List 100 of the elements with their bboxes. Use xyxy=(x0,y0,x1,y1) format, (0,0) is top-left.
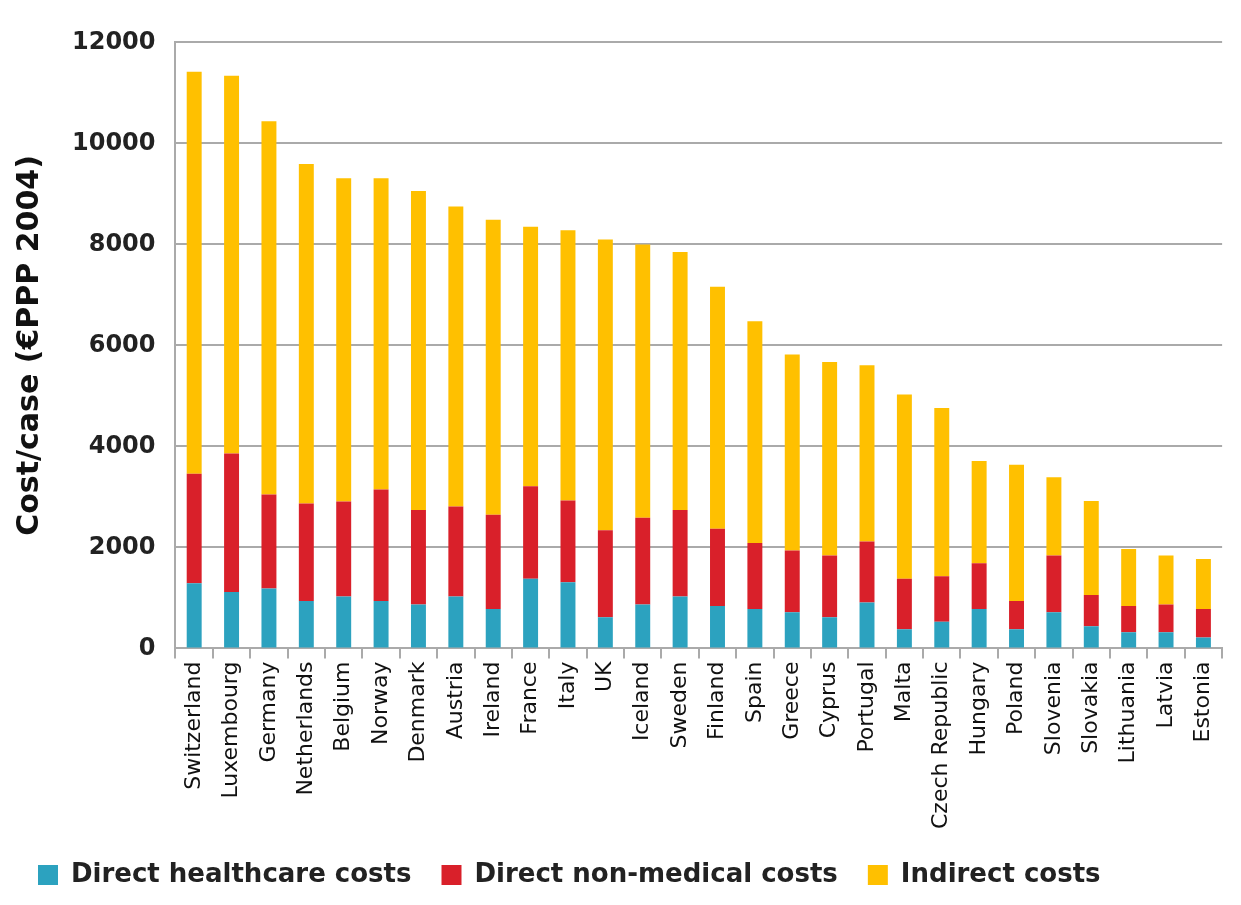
bar xyxy=(298,503,314,602)
x-tick-label: Greece xyxy=(777,661,803,740)
bar xyxy=(336,501,352,597)
x-tick-label: Cyprus xyxy=(815,661,841,739)
bar xyxy=(1121,606,1137,633)
bar xyxy=(1195,609,1211,638)
legend-label: Direct non-medical costs xyxy=(474,857,838,888)
bar xyxy=(896,629,912,648)
bar xyxy=(523,226,539,487)
bar xyxy=(784,354,800,551)
bar xyxy=(261,588,277,648)
bar xyxy=(1046,612,1062,648)
x-tick-label: Malta xyxy=(890,661,916,723)
bar xyxy=(747,609,763,648)
bar xyxy=(1195,559,1211,610)
bar xyxy=(934,621,950,648)
bar xyxy=(373,601,389,648)
bar xyxy=(672,510,688,597)
x-tick-label: France xyxy=(516,661,542,735)
x-tick-label: Netherlands xyxy=(292,661,318,796)
x-tick-label: Czech Republic xyxy=(927,661,953,830)
bar xyxy=(672,252,688,511)
x-tick-label: Finland xyxy=(703,661,729,741)
bar xyxy=(186,473,202,584)
bar xyxy=(1158,604,1174,633)
bar xyxy=(448,506,464,597)
bar xyxy=(710,528,725,607)
bar xyxy=(1009,464,1024,602)
bar xyxy=(523,486,539,579)
bar xyxy=(1121,549,1137,607)
bar xyxy=(710,286,725,529)
bar xyxy=(560,230,576,501)
bar xyxy=(934,408,950,577)
bar xyxy=(822,617,838,648)
bar xyxy=(635,244,651,518)
legend-label: Direct healthcare costs xyxy=(71,857,412,888)
x-tick-label: Italy xyxy=(553,661,579,710)
y-tick-label: 0 xyxy=(138,632,156,661)
bar xyxy=(373,178,389,490)
bar xyxy=(635,517,651,605)
x-tick-label: Luxembourg xyxy=(217,661,243,799)
x-tick-label: Slovenia xyxy=(1039,661,1065,756)
bar xyxy=(485,219,501,515)
x-tick-label: UK xyxy=(591,660,617,693)
x-tick-label: Ireland xyxy=(478,661,504,738)
y-tick-label: 2000 xyxy=(88,531,156,560)
bar xyxy=(635,604,651,648)
bar xyxy=(224,75,240,454)
bar xyxy=(597,530,613,618)
bar xyxy=(261,121,277,495)
x-tick-label: Poland xyxy=(1002,661,1028,735)
x-tick-label: Slovakia xyxy=(1077,661,1102,754)
bar xyxy=(1046,477,1062,556)
bar xyxy=(859,602,875,648)
bar xyxy=(597,617,613,648)
bar xyxy=(448,206,464,507)
bar xyxy=(1121,632,1137,648)
bar xyxy=(448,596,464,648)
bar xyxy=(971,563,987,610)
x-tick-label: Sweden xyxy=(665,661,691,749)
legend-label: Indirect costs xyxy=(900,857,1101,888)
bar xyxy=(822,362,838,556)
bar xyxy=(784,612,800,648)
bar xyxy=(747,321,763,543)
bar xyxy=(1083,594,1099,627)
y-tick-label: 6000 xyxy=(88,329,156,358)
bar xyxy=(224,453,240,592)
bar xyxy=(1009,601,1024,630)
x-tick-label: Latvia xyxy=(1151,661,1177,729)
y-tick-label: 12000 xyxy=(72,26,156,55)
x-tick-label: Iceland xyxy=(628,661,654,742)
bar xyxy=(896,578,912,630)
bar xyxy=(597,239,613,531)
bar xyxy=(186,583,202,648)
bar xyxy=(1009,629,1024,648)
bar xyxy=(1083,501,1099,595)
bar xyxy=(1158,555,1174,605)
y-tick-label: 10000 xyxy=(72,127,156,156)
bar xyxy=(710,606,725,648)
x-tick-label: Lithuania xyxy=(1114,661,1140,764)
bar xyxy=(560,582,576,648)
bar xyxy=(485,514,501,610)
bar xyxy=(1046,555,1062,613)
x-tick-label: Germany xyxy=(254,661,280,763)
bar xyxy=(859,365,875,542)
bar xyxy=(336,596,352,648)
bar xyxy=(410,604,426,648)
bar xyxy=(1195,637,1211,648)
bar xyxy=(747,542,763,610)
bar xyxy=(298,164,314,504)
bar xyxy=(859,541,875,603)
bar xyxy=(485,609,501,648)
bar xyxy=(784,550,800,613)
x-tick-label: Spain xyxy=(740,661,766,723)
bar xyxy=(1158,632,1174,648)
x-tick-label: Estonia xyxy=(1189,661,1215,743)
bar xyxy=(822,555,838,618)
x-tick-label: Portugal xyxy=(852,661,878,753)
y-axis-title: Cost/case (€PPP 2004) xyxy=(9,155,45,536)
bar xyxy=(410,190,426,511)
